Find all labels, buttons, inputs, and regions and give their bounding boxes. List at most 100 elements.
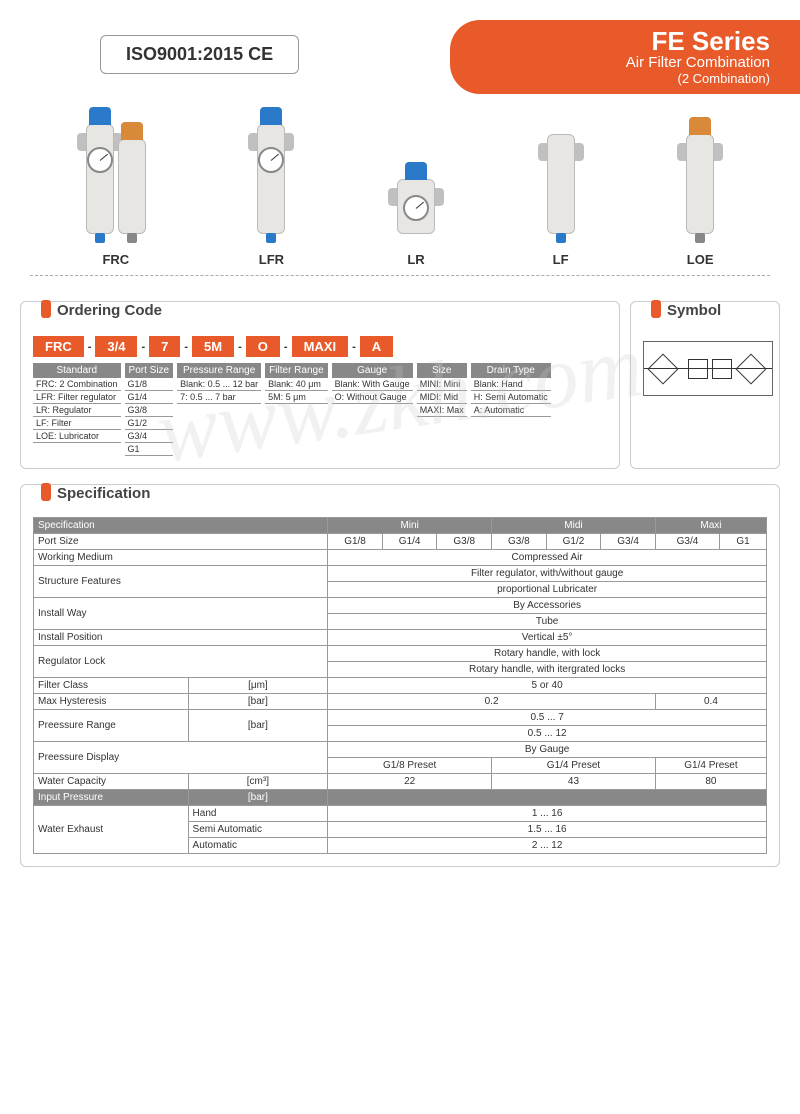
option-cell: G1/2 <box>125 417 174 430</box>
product-label: LF <box>547 252 575 267</box>
cell: G3/8 <box>437 534 492 550</box>
option-column: Filter RangeBlank: 40 μm5M: 5 μm <box>265 363 327 404</box>
th-mini: Mini <box>328 518 492 534</box>
option-column: StandardFRC: 2 CombinationLFR: Filter re… <box>33 363 121 443</box>
code-seg: 7 <box>149 336 180 357</box>
cell: G1/8 Preset <box>328 758 492 774</box>
option-cell: Blank: 40 μm <box>265 378 327 391</box>
row-label: Preessure Range <box>34 710 189 742</box>
row-label: Input Pressure <box>34 790 189 806</box>
cell: By Gauge <box>328 742 767 758</box>
code-row: FRC- 3/4- 7- 5M- O- MAXI- A <box>33 336 607 357</box>
row-label: Working Medium <box>34 550 328 566</box>
unit: [bar] <box>188 694 328 710</box>
cell: G1/4 Preset <box>655 758 766 774</box>
sub-label: Automatic <box>188 838 328 854</box>
code-seg: MAXI <box>292 336 349 357</box>
cell: 80 <box>655 774 766 790</box>
option-cell: Blank: 0.5 ... 12 bar <box>177 378 261 391</box>
product-label: LR <box>397 252 435 267</box>
cell: Rotary handle, with lock <box>328 646 767 662</box>
code-seg: O <box>246 336 280 357</box>
cell: proportional Lubricater <box>328 582 767 598</box>
code-seg: A <box>360 336 393 357</box>
option-cell: Blank: Hand <box>471 378 551 391</box>
options-row: StandardFRC: 2 CombinationLFR: Filter re… <box>33 363 607 456</box>
unit: [bar] <box>188 710 328 742</box>
option-column: Pressure RangeBlank: 0.5 ... 12 bar7: 0.… <box>177 363 261 404</box>
option-head: Drain Type <box>471 363 551 378</box>
row-label: Water Exhaust <box>34 806 189 854</box>
cell: G1/2 <box>546 534 601 550</box>
row-label: Port Size <box>34 534 328 550</box>
product-lfr: LFR <box>257 124 285 267</box>
option-cell: H: Semi Automatic <box>471 391 551 404</box>
symbol-section: Symbol <box>630 301 780 469</box>
symbol-diagram <box>643 341 773 396</box>
option-cell: LOE: Lubricator <box>33 430 121 443</box>
option-head: Filter Range <box>265 363 327 378</box>
sub-label: Semi Automatic <box>188 822 328 838</box>
ordering-title: Ordering Code <box>41 300 162 319</box>
option-cell: G3/8 <box>125 404 174 417</box>
product-frc: FRC <box>86 124 146 267</box>
cell: Filter regulator, with/without gauge <box>328 566 767 582</box>
option-head: Gauge <box>332 363 413 378</box>
cell: Vertical ±5° <box>328 630 767 646</box>
option-cell: MAXI: Max <box>417 404 467 417</box>
cell: 1.5 ... 16 <box>328 822 767 838</box>
cell: G3/4 <box>655 534 719 550</box>
option-cell: G1/8 <box>125 378 174 391</box>
cell: G1/8 <box>328 534 383 550</box>
cell: 5 or 40 <box>328 678 767 694</box>
product-label: FRC <box>86 252 146 267</box>
series-title: FE Series <box>490 28 770 54</box>
option-head: Size <box>417 363 467 378</box>
row-label: Regulator Lock <box>34 646 328 678</box>
th-spec: Specification <box>34 518 328 534</box>
option-column: GaugeBlank: With GaugeO: Without Gauge <box>332 363 413 404</box>
cell: G1 <box>720 534 767 550</box>
option-cell: Blank: With Gauge <box>332 378 413 391</box>
spec-section: Specification Specification Mini Midi Ma… <box>20 484 780 867</box>
option-cell: LF: Filter <box>33 417 121 430</box>
cell: G3/4 <box>601 534 656 550</box>
option-column: Port SizeG1/8G1/4G3/8G1/2G3/4G1 <box>125 363 174 456</box>
cell: 0.5 ... 12 <box>328 726 767 742</box>
unit: [cm³] <box>188 774 328 790</box>
option-cell: O: Without Gauge <box>332 391 413 404</box>
series-sub1: Air Filter Combination <box>490 54 770 71</box>
spec-title: Specification <box>41 483 150 502</box>
cell: 2 ... 12 <box>328 838 767 854</box>
option-cell: MIDI: Mid <box>417 391 467 404</box>
cell: 0.4 <box>655 694 766 710</box>
unit: [bar] <box>188 790 328 806</box>
cell: 43 <box>492 774 656 790</box>
option-cell: MINI: Mini <box>417 378 467 391</box>
cell <box>328 790 767 806</box>
cell: Rotary handle, with itergrated locks <box>328 662 767 678</box>
option-cell: 7: 0.5 ... 7 bar <box>177 391 261 404</box>
cell: 0.2 <box>328 694 656 710</box>
row-label: Install Way <box>34 598 328 630</box>
product-label: LFR <box>257 252 285 267</box>
product-label: LOE <box>686 252 714 267</box>
option-head: Port Size <box>125 363 174 378</box>
cell: 22 <box>328 774 492 790</box>
spec-table: Specification Mini Midi Maxi Port Size G… <box>33 517 767 854</box>
iso-cert: ISO9001:2015 CE <box>100 35 299 74</box>
code-seg: 5M <box>192 336 234 357</box>
product-row: FRC LFR LR LF LOE <box>30 124 770 276</box>
cell: G1/4 Preset <box>492 758 656 774</box>
product-loe: LOE <box>686 134 714 267</box>
code-seg: 3/4 <box>95 336 137 357</box>
option-cell: FRC: 2 Combination <box>33 378 121 391</box>
product-lr: LR <box>397 179 435 267</box>
option-cell: 5M: 5 μm <box>265 391 327 404</box>
ordering-section: Ordering Code FRC- 3/4- 7- 5M- O- MAXI- … <box>20 301 620 469</box>
option-cell: A: Automatic <box>471 404 551 417</box>
cell: By Accessories <box>328 598 767 614</box>
sub-label: Hand <box>188 806 328 822</box>
option-cell: G1 <box>125 443 174 456</box>
option-head: Pressure Range <box>177 363 261 378</box>
